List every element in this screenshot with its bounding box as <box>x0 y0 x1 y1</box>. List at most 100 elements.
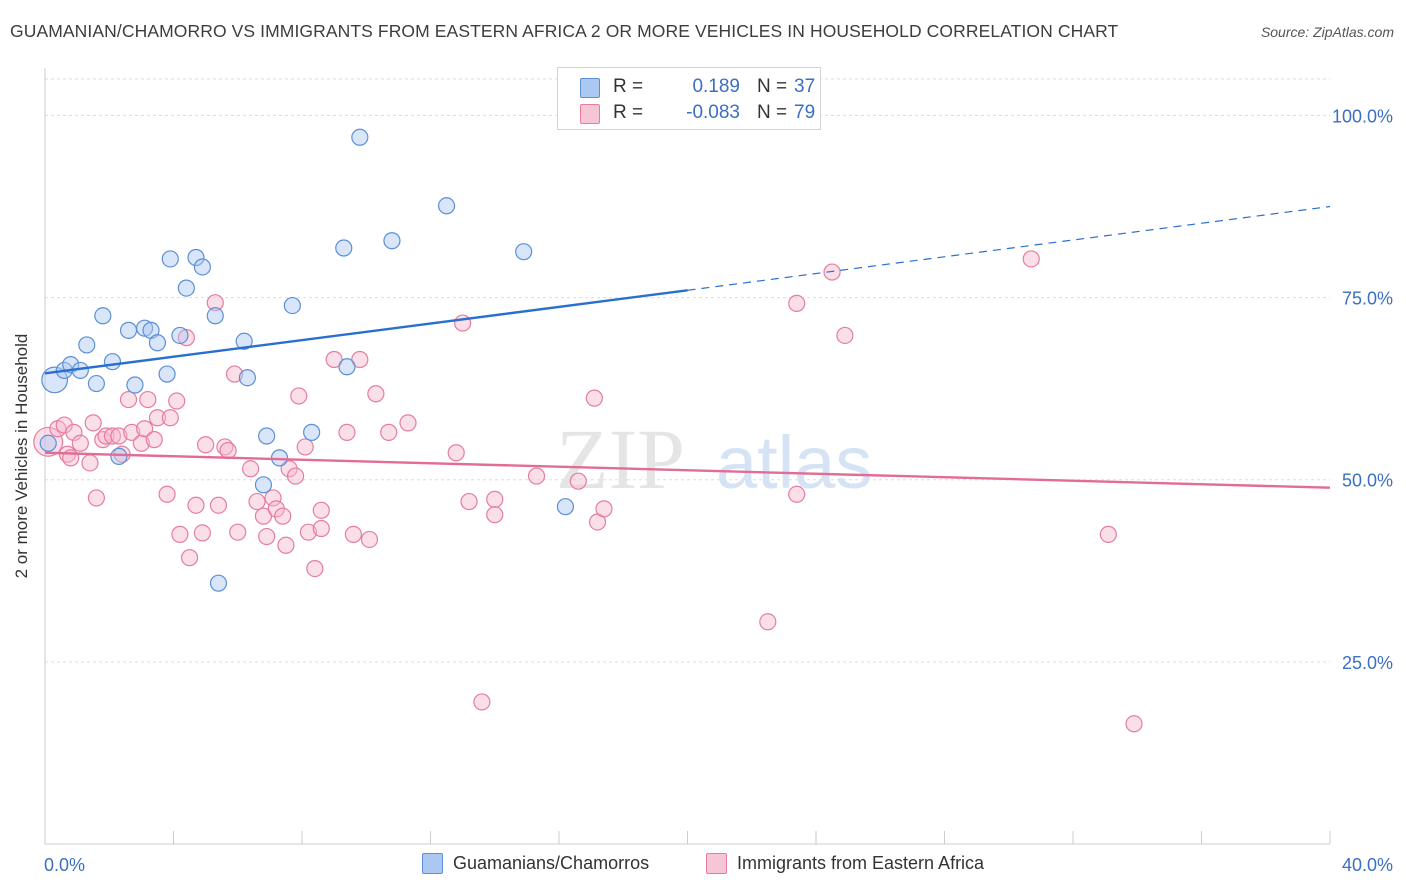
data-point <box>759 613 777 631</box>
data-point <box>235 332 253 350</box>
data-point <box>299 523 318 541</box>
watermark-zip: ZIP <box>556 411 685 507</box>
x-tick-label: 0.0% <box>44 855 85 875</box>
y-tick-label: 50.0% <box>1342 471 1393 491</box>
data-point <box>486 506 504 524</box>
data-point <box>110 427 128 445</box>
data-point <box>447 444 465 462</box>
data-point <box>132 434 150 452</box>
data-point <box>585 389 603 407</box>
data-point <box>158 485 176 503</box>
data-point <box>180 549 199 567</box>
data-point <box>94 307 112 325</box>
data-point <box>515 243 533 261</box>
data-point <box>595 500 613 518</box>
pink-swatch <box>706 853 727 874</box>
data-point <box>219 441 237 460</box>
data-point <box>168 392 186 410</box>
trend-lines <box>44 205 1331 489</box>
data-point <box>119 390 138 409</box>
data-point <box>229 523 247 541</box>
data-point <box>145 431 163 449</box>
data-point <box>351 128 369 146</box>
data-point <box>84 414 102 432</box>
legend-label: Immigrants from Eastern Africa <box>737 853 985 873</box>
data-point <box>193 524 212 542</box>
n-label: N = <box>757 76 788 97</box>
data-point <box>187 496 205 514</box>
y-tick-label: 75.0% <box>1342 289 1393 309</box>
data-point <box>556 498 575 516</box>
blue-series-points <box>39 128 575 592</box>
data-point <box>836 326 854 345</box>
data-point <box>148 409 167 427</box>
data-point <box>283 296 301 315</box>
data-point <box>306 559 324 578</box>
data-point <box>286 467 305 485</box>
correlation-legend: R = 0.189 N = 37 R = -0.083 N = 79 <box>557 67 821 130</box>
data-point <box>209 496 228 514</box>
data-point <box>81 454 99 472</box>
n-value: 79 <box>794 102 816 123</box>
y-tick-label: 100.0% <box>1332 106 1393 126</box>
y-tick-label: 25.0% <box>1342 653 1393 673</box>
watermark-atlas: atlas <box>716 421 872 504</box>
data-point <box>486 490 504 508</box>
r-value: 0.189 <box>692 76 740 97</box>
r-label: R = <box>613 102 644 123</box>
data-point <box>103 427 122 445</box>
data-point <box>325 350 343 369</box>
data-point <box>39 434 57 452</box>
data-point <box>380 423 398 441</box>
data-point <box>123 423 141 441</box>
data-point <box>242 460 260 478</box>
legend-label: Guamanians/Chamorros <box>453 853 650 873</box>
data-point <box>360 530 379 549</box>
data-point <box>225 365 244 383</box>
source-label: Source: ZipAtlas.com <box>1260 24 1394 40</box>
data-point <box>338 358 356 376</box>
data-point <box>87 489 106 507</box>
data-point <box>367 385 385 403</box>
data-point <box>312 519 330 538</box>
data-point <box>103 353 122 371</box>
watermark: ZIP atlas <box>556 411 872 507</box>
data-point <box>206 294 224 312</box>
r-value: -0.083 <box>686 102 740 123</box>
data-point <box>110 447 128 465</box>
data-point <box>187 248 205 267</box>
data-point <box>383 232 401 250</box>
data-point <box>78 336 96 354</box>
data-point <box>126 376 144 394</box>
data-point <box>248 492 266 511</box>
data-point <box>171 525 189 543</box>
n-value: 37 <box>794 76 816 97</box>
tick-labels: 25.0% 50.0% 75.0% 100.0% 0.0% 40.0% <box>44 106 1393 875</box>
data-point <box>139 390 157 409</box>
data-point <box>344 525 362 543</box>
data-point <box>33 426 64 457</box>
data-point <box>161 409 179 427</box>
data-point <box>65 423 83 441</box>
trend-line-blue-dashed <box>687 205 1331 291</box>
data-point <box>312 501 330 519</box>
data-point <box>206 307 224 325</box>
data-point <box>527 467 546 485</box>
data-point <box>264 489 282 507</box>
data-point <box>290 387 308 405</box>
data-point <box>71 434 89 452</box>
pink-swatch <box>580 104 600 124</box>
data-point <box>351 350 369 369</box>
data-point <box>135 420 154 438</box>
data-point <box>303 423 321 441</box>
y-axis-label: 2 or more Vehicles in Household <box>12 333 31 579</box>
data-point <box>1022 250 1040 268</box>
pink-series-points <box>33 250 1143 733</box>
data-point <box>258 527 276 546</box>
blue-swatch <box>580 78 600 98</box>
data-point <box>177 279 195 297</box>
blue-swatch <box>422 853 443 874</box>
data-point <box>119 321 138 339</box>
data-point <box>1099 525 1117 543</box>
